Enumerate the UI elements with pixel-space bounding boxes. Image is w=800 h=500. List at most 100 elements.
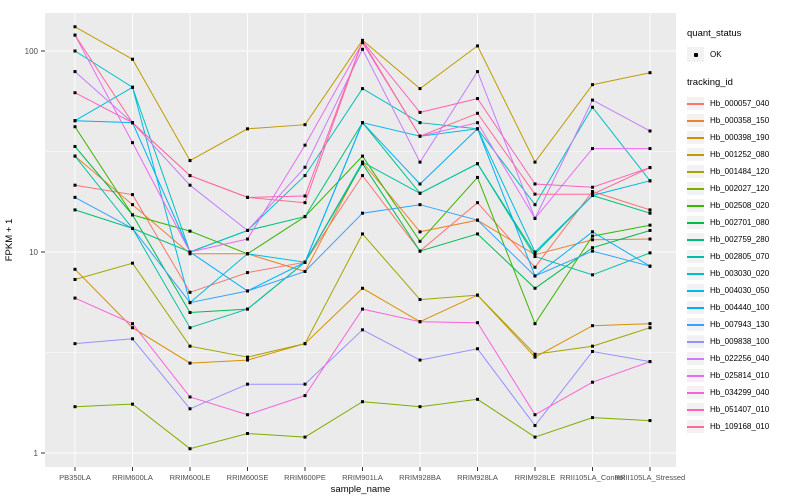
data-point bbox=[73, 342, 77, 346]
data-point bbox=[73, 195, 77, 199]
data-point bbox=[361, 160, 364, 164]
x-tick-label: RRIM600PE bbox=[284, 473, 326, 482]
data-point bbox=[648, 322, 652, 326]
legend-entry-label: Hb_000398_190 bbox=[710, 133, 770, 142]
data-point bbox=[131, 402, 134, 406]
data-point bbox=[303, 435, 307, 439]
legend-key bbox=[687, 386, 704, 399]
data-point bbox=[73, 267, 77, 271]
x-tick-label: RRIM600LE bbox=[170, 473, 211, 482]
legend-line-swatch bbox=[687, 408, 704, 411]
plot-panel bbox=[45, 13, 676, 467]
legend-entry: Hb_004030_050 bbox=[687, 282, 799, 299]
legend-entry: Hb_109168_010 bbox=[687, 418, 799, 435]
data-point bbox=[476, 121, 479, 125]
legend-entry-label: Hb_002027_120 bbox=[710, 184, 770, 193]
data-point bbox=[188, 252, 192, 256]
legend-entry-ok: OK bbox=[687, 46, 799, 63]
legend-key bbox=[687, 250, 704, 263]
data-point bbox=[648, 251, 652, 255]
data-point bbox=[246, 237, 249, 241]
data-point bbox=[246, 355, 249, 359]
black-point-icon bbox=[693, 52, 698, 57]
x-tick-label: RRIM928LE bbox=[515, 473, 556, 482]
data-point bbox=[73, 91, 77, 95]
x-tick-label: RRII105LA_Control bbox=[560, 473, 625, 482]
data-point bbox=[476, 321, 479, 325]
data-point bbox=[476, 397, 479, 401]
data-point bbox=[361, 174, 364, 178]
data-point bbox=[73, 119, 77, 123]
data-point bbox=[246, 127, 249, 131]
legend-entry: Hb_002701_080 bbox=[687, 214, 799, 231]
data-point bbox=[591, 147, 594, 151]
data-point bbox=[591, 273, 594, 277]
legend-entry-label: Hb_022256_040 bbox=[710, 354, 770, 363]
data-point bbox=[73, 183, 77, 187]
data-point bbox=[533, 355, 537, 359]
data-point bbox=[533, 286, 537, 290]
legend-line-swatch bbox=[687, 204, 704, 207]
data-point bbox=[648, 166, 652, 170]
data-point bbox=[361, 154, 364, 158]
legend-line-swatch bbox=[687, 391, 704, 394]
data-point bbox=[591, 324, 594, 328]
data-point bbox=[591, 192, 594, 196]
legend-key bbox=[687, 131, 704, 144]
data-point bbox=[246, 252, 249, 256]
data-point bbox=[73, 70, 77, 74]
data-point bbox=[648, 264, 652, 268]
legend-line-swatch bbox=[687, 306, 704, 309]
legend-key bbox=[687, 301, 704, 314]
data-point bbox=[418, 358, 422, 362]
data-point bbox=[533, 265, 537, 269]
data-point bbox=[246, 228, 249, 232]
legend-entry-label: Hb_034299_040 bbox=[710, 388, 770, 397]
data-point bbox=[188, 326, 192, 330]
legend-entry-label: Hb_002805_070 bbox=[710, 252, 770, 261]
data-point bbox=[418, 230, 422, 234]
y-tick-label: 1 bbox=[34, 449, 39, 458]
ok-point-key bbox=[687, 47, 704, 62]
data-point bbox=[476, 97, 479, 101]
data-point bbox=[648, 208, 652, 212]
data-point bbox=[533, 203, 537, 207]
data-point bbox=[591, 416, 594, 420]
data-point bbox=[418, 121, 422, 125]
data-point bbox=[303, 269, 307, 273]
data-point bbox=[361, 328, 364, 332]
legend-entry-label: Hb_002759_280 bbox=[710, 235, 770, 244]
legend-line-swatch bbox=[687, 238, 704, 241]
data-point bbox=[73, 33, 77, 37]
data-point bbox=[361, 232, 364, 236]
data-point bbox=[361, 87, 364, 91]
data-point bbox=[476, 175, 479, 179]
data-point bbox=[533, 216, 537, 220]
legend-entry: Hb_002759_280 bbox=[687, 231, 799, 248]
data-point bbox=[533, 254, 537, 258]
legend-entry-label: Hb_009838_100 bbox=[710, 337, 770, 346]
data-point bbox=[533, 352, 537, 356]
data-point bbox=[418, 87, 422, 91]
data-point bbox=[361, 162, 364, 166]
legend-key bbox=[687, 233, 704, 246]
data-point bbox=[648, 179, 652, 183]
data-point bbox=[418, 320, 422, 324]
legend-key bbox=[687, 369, 704, 382]
data-point bbox=[476, 127, 479, 131]
data-point bbox=[648, 223, 652, 227]
legend-line-swatch bbox=[687, 357, 704, 360]
data-point bbox=[648, 228, 652, 232]
data-point bbox=[246, 358, 249, 362]
data-point bbox=[361, 47, 364, 51]
data-point bbox=[476, 162, 479, 166]
data-point bbox=[246, 382, 249, 386]
legend-line-swatch bbox=[687, 425, 704, 428]
data-point bbox=[591, 185, 594, 189]
data-point bbox=[188, 229, 192, 233]
legend-key bbox=[687, 335, 704, 348]
data-point bbox=[131, 57, 134, 61]
legend-line-swatch bbox=[687, 272, 704, 275]
legend-line-swatch bbox=[687, 187, 704, 190]
legend-line-swatch bbox=[687, 323, 704, 326]
